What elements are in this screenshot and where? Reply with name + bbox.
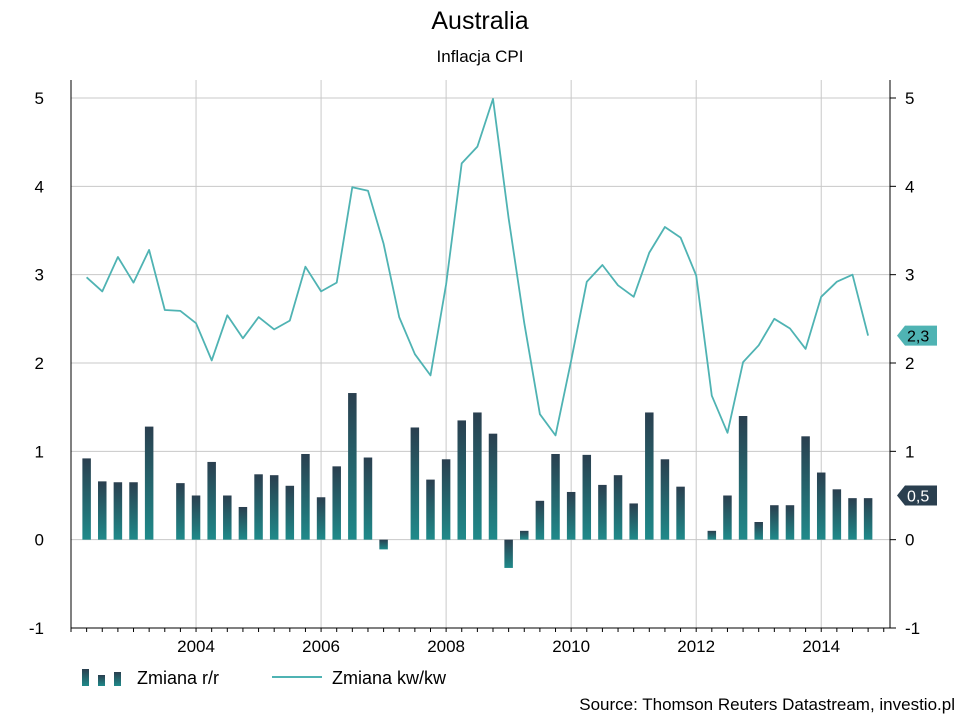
bar <box>348 393 357 540</box>
bar <box>332 466 341 540</box>
y-tick-label-left: 3 <box>35 266 44 285</box>
bar <box>816 472 826 540</box>
x-tick-label: 2004 <box>177 637 215 656</box>
bar-end-badge-label: 0,5 <box>907 489 929 506</box>
bar <box>223 495 232 540</box>
bar <box>613 475 623 540</box>
y-tick-label-right: 5 <box>905 89 914 108</box>
bar <box>82 458 91 540</box>
bar <box>473 412 482 540</box>
bar <box>254 474 263 540</box>
bar-end-badge-shape <box>897 485 937 506</box>
bar <box>144 426 154 540</box>
bar <box>598 484 607 540</box>
x-tick-label: 2010 <box>552 637 590 656</box>
gridlines <box>71 80 890 629</box>
legend-label-bar: Zmiana r/r <box>137 668 219 688</box>
bar <box>285 485 295 540</box>
legend-label-line: Zmiana kw/kw <box>332 668 447 688</box>
bar <box>645 412 654 540</box>
bar <box>363 457 373 540</box>
bar <box>863 498 873 540</box>
bar <box>520 530 529 540</box>
legend-bar-swatch-3 <box>114 672 121 686</box>
y-tick-label-right: 0 <box>905 531 914 550</box>
y-tick-label-left: 0 <box>35 531 44 550</box>
chart-subtitle: Inflacja CPI <box>437 47 524 66</box>
y-tick-label-left: 4 <box>35 177 44 196</box>
y-tick-label-right: 1 <box>905 442 914 461</box>
bar <box>379 539 388 550</box>
bar <box>113 482 123 540</box>
line-end-badge-shape <box>897 325 937 346</box>
bar <box>441 459 451 540</box>
legend-item-bar: Zmiana r/r <box>82 668 219 688</box>
y-tick-label-right: 3 <box>905 266 914 285</box>
bar <box>582 454 592 540</box>
y-tick-label-left: -1 <box>29 619 44 638</box>
bar <box>629 503 638 540</box>
bar <box>269 475 279 540</box>
bar <box>770 505 779 540</box>
x-tick-label: 2006 <box>302 637 340 656</box>
bar <box>738 416 748 540</box>
bar <box>176 483 185 540</box>
bar <box>426 479 435 540</box>
end-value-badges: 2,3 0,5 <box>897 325 937 506</box>
bar <box>301 453 310 540</box>
bar <box>238 506 248 540</box>
y-tick-label-left: 2 <box>35 354 44 373</box>
bar <box>848 498 857 540</box>
bar <box>723 495 732 540</box>
bar <box>207 461 216 540</box>
bar <box>707 530 717 540</box>
x-tick-label: 2014 <box>802 637 840 656</box>
line-end-badge-label: 2,3 <box>907 329 929 346</box>
bar <box>316 497 326 540</box>
y-tick-label-right: -1 <box>905 619 920 638</box>
bar <box>801 436 810 540</box>
bar <box>457 420 466 540</box>
x-tick-label: 2012 <box>677 637 715 656</box>
bar <box>98 481 107 540</box>
bar <box>410 427 420 540</box>
bar <box>566 491 576 540</box>
bar-series <box>82 393 873 568</box>
y-tick-label-left: 5 <box>35 89 44 108</box>
bar <box>129 482 138 540</box>
bar <box>535 500 545 540</box>
bar <box>551 453 560 540</box>
bar <box>785 505 795 540</box>
line-series <box>85 98 869 437</box>
y-tick-label-right: 4 <box>905 177 914 196</box>
legend-bar-swatch-2 <box>98 675 105 686</box>
bar <box>504 539 513 568</box>
legend: Zmiana r/r Zmiana kw/kw <box>82 668 447 688</box>
legend-item-line: Zmiana kw/kw <box>272 668 447 688</box>
bar <box>754 522 763 540</box>
bar <box>676 486 685 540</box>
bar <box>660 459 670 540</box>
y-tick-label-left: 1 <box>35 442 44 461</box>
x-tick-label: 2008 <box>427 637 465 656</box>
bar <box>191 495 201 540</box>
chart-title: Australia <box>431 7 528 35</box>
legend-bar-swatch-1 <box>82 669 89 686</box>
line-path <box>85 98 869 437</box>
axes: -1 -1 0 0 1 1 2 2 3 3 4 4 5 5 2004 2006 2008 2010 2012 2014 <box>29 80 920 656</box>
source-note: Source: Thomson Reuters Datastream, inve… <box>579 695 955 714</box>
y-tick-label-right: 2 <box>905 354 914 373</box>
bar <box>832 489 842 540</box>
bar <box>488 433 498 540</box>
